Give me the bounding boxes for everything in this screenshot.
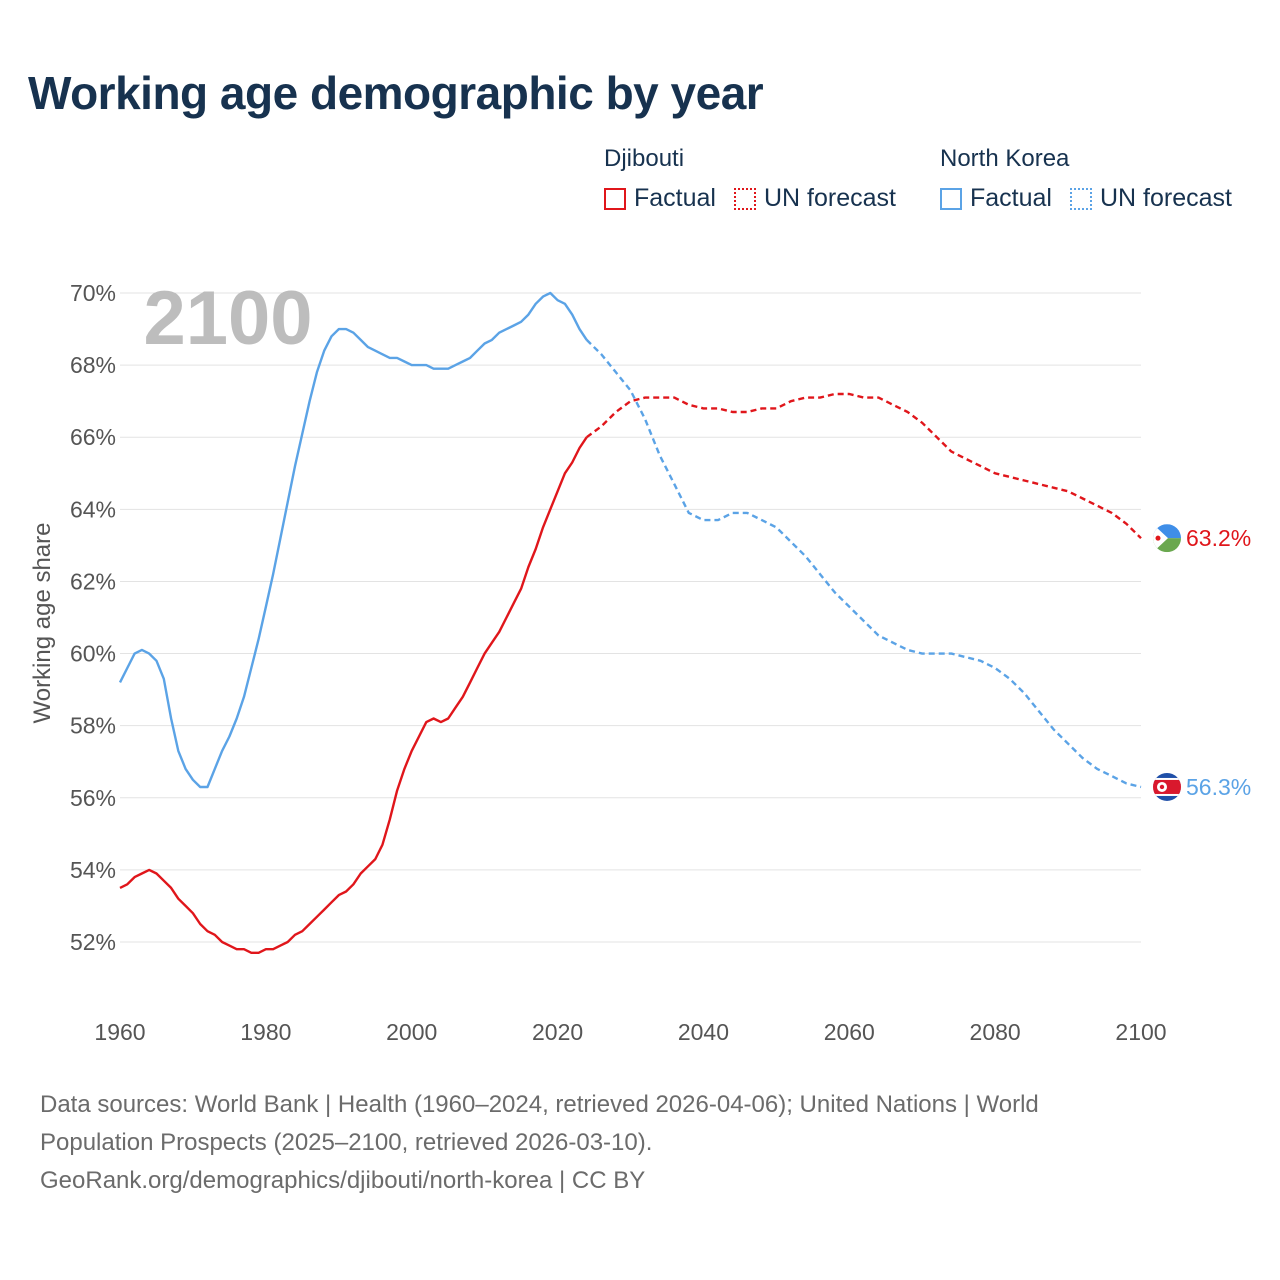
y-tick-label: 66% — [70, 424, 116, 450]
legend-swatch-dotted — [733, 187, 756, 210]
y-tick-label: 52% — [70, 929, 116, 955]
series-line-north-korea-forecast — [585, 339, 1142, 789]
legend-group-name: Djibouti — [604, 145, 685, 172]
x-tick-label: 1980 — [240, 1019, 291, 1045]
series-lines — [118, 291, 1142, 954]
y-tick-label: 68% — [70, 352, 116, 378]
y-axis-ticks: 52% 54% 56% 58% 60% 62% 64% 66% 68% 70% — [70, 280, 116, 955]
series-line-djibouti-factual — [119, 436, 588, 954]
north-korea-flag-icon — [1153, 772, 1181, 801]
footer: Data sources: World Bank | Health (1960–… — [40, 1086, 1240, 1200]
x-tick-label: 1960 — [94, 1019, 145, 1045]
x-tick-label: 2080 — [970, 1019, 1021, 1045]
x-tick-label: 2020 — [532, 1019, 583, 1045]
legend-item-djibouti-factual[interactable]: Factual — [604, 184, 716, 213]
flag-star — [1155, 535, 1161, 541]
flag-body — [1153, 524, 1181, 553]
y-tick-label: 58% — [70, 713, 116, 739]
footer-sources-line1: Data sources: World Bank | Health (1960–… — [40, 1091, 1039, 1118]
year-watermark: 2100 — [143, 276, 312, 361]
djibouti-flag-icon — [1153, 524, 1181, 553]
legend-item-djibouti-forecast[interactable]: UN forecast — [733, 184, 896, 213]
y-tick-label: 60% — [70, 641, 116, 667]
series-line-djibouti-forecast — [585, 392, 1142, 540]
legend-label: Factual — [634, 184, 716, 212]
legend-label: UN forecast — [763, 184, 896, 212]
flag-body — [1153, 772, 1181, 801]
x-tick-label: 2100 — [1115, 1019, 1166, 1045]
legend-swatch-solid — [940, 187, 962, 210]
end-label-djibouti: 63.2% — [1186, 525, 1251, 551]
legend-group-djibouti: Djibouti Factual UN forecast — [604, 144, 914, 213]
legend-group-name: North Korea — [940, 145, 1070, 172]
x-tick-label: 2000 — [386, 1019, 437, 1045]
x-tick-label: 2040 — [678, 1019, 729, 1045]
flag-star — [1159, 784, 1165, 790]
legend-swatch-solid — [604, 187, 626, 210]
x-tick-label: 2060 — [824, 1019, 875, 1045]
y-tick-label: 70% — [70, 280, 116, 306]
footer-sources-line2: Population Prospects (2025–2100, retriev… — [40, 1129, 653, 1156]
legend-item-north-korea-forecast[interactable]: UN forecast — [1069, 184, 1232, 213]
end-markers: 63.2% 56.3% — [1153, 524, 1251, 801]
legend-item-north-korea-factual[interactable]: Factual — [940, 184, 1052, 213]
legend-label: Factual — [970, 184, 1052, 212]
footer-attribution[interactable]: GeoRank.org/demographics/djibouti/north-… — [40, 1167, 646, 1194]
y-tick-label: 64% — [70, 496, 116, 522]
y-axis-label: Working age share — [29, 523, 56, 724]
series-line-north-korea-factual — [118, 291, 588, 789]
x-axis-ticks: 1960 1980 2000 2020 2040 2060 2080 2100 — [94, 1019, 1166, 1045]
chart-title: Working age demographic by year — [28, 67, 764, 119]
grid-lines — [120, 292, 1141, 943]
y-tick-label: 62% — [70, 568, 116, 594]
legend-swatch-dotted — [1069, 187, 1092, 210]
legend-label: UN forecast — [1099, 184, 1232, 212]
y-tick-label: 54% — [70, 857, 116, 883]
end-label-north-korea: 56.3% — [1186, 774, 1251, 800]
legend-group-north-korea: North Korea Factual UN forecast — [940, 144, 1250, 213]
y-tick-label: 56% — [70, 785, 116, 811]
